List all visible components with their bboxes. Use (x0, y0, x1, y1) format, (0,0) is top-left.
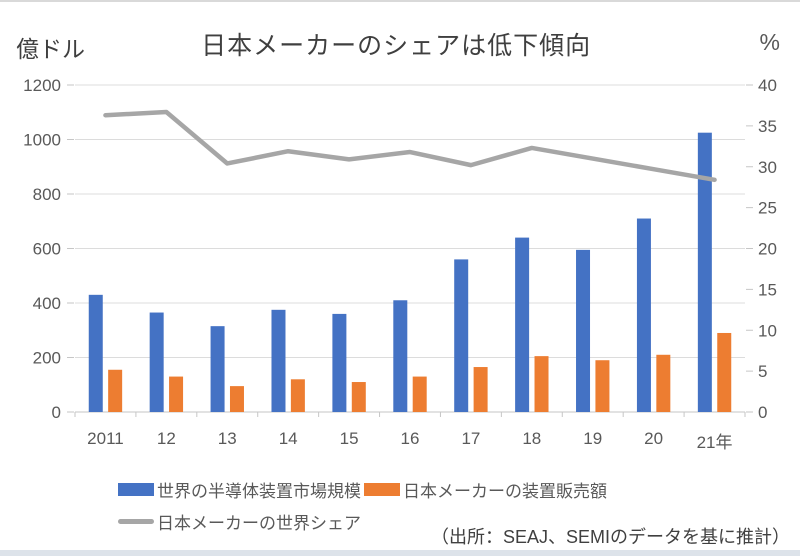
legend-swatch-world-market (118, 483, 154, 496)
source-note: （出所：SEAJ、SEMIのデータを基に推計） (430, 527, 790, 547)
x-axis-tick-label: 16 (401, 429, 420, 448)
x-axis-tick-label: 20 (644, 429, 663, 448)
right-axis-unit-label: % (759, 29, 780, 55)
bar-japan-sales (108, 369, 123, 412)
right-axis-tick-label: 35 (758, 117, 777, 136)
right-axis-tick-label: 0 (758, 403, 767, 422)
left-axis-tick-label: 1200 (23, 76, 61, 95)
window-top-border (0, 0, 800, 2)
bar-japan-sales (595, 360, 610, 412)
right-axis-tick-label: 10 (758, 321, 777, 340)
bar-japan-sales (351, 382, 366, 412)
bar-world-market (149, 312, 164, 412)
left-axis-tick-label: 200 (33, 349, 61, 368)
left-axis-tick-label: 800 (33, 185, 61, 204)
left-axis-unit-label: 億ドル (16, 36, 85, 62)
right-axis-tick-label: 25 (758, 199, 777, 218)
bar-world-market (271, 309, 286, 412)
left-axis-tick-label: 400 (33, 294, 61, 313)
legend-row-line: 日本メーカーの世界シェア (118, 509, 364, 534)
x-axis-tick-label: 14 (279, 429, 298, 448)
bar-japan-sales (656, 354, 671, 412)
chart-title: 日本メーカーのシェアは低下傾向 (201, 32, 592, 60)
bar-japan-sales (229, 386, 244, 412)
bar-world-market (576, 249, 591, 412)
x-axis-tick-label: 13 (218, 429, 237, 448)
x-axis-tick-label: 18 (522, 429, 541, 448)
bar-world-market (515, 237, 530, 412)
right-axis-tick-label: 5 (758, 362, 767, 381)
window-bottom-border (0, 550, 800, 556)
bar-world-market (636, 218, 651, 412)
legend-label-world-market: 世界の半導体装置市場規模 (157, 482, 361, 501)
legend-swatch-japan-share (118, 519, 154, 524)
legend-swatch-japan-sales (364, 483, 400, 496)
left-axis-tick-label: 1000 (23, 131, 61, 150)
japan-share-line (103, 109, 717, 183)
right-axis-tick-label: 30 (758, 158, 777, 177)
bar-japan-sales (290, 379, 305, 412)
right-axis-tick-label: 15 (758, 280, 777, 299)
bar-japan-sales (473, 367, 488, 412)
legend-label-japan-share: 日本メーカーの世界シェア (157, 514, 361, 533)
bar-world-market (697, 132, 712, 412)
bar-world-market (393, 300, 408, 412)
legend-label-japan-sales: 日本メーカーの装置販売額 (403, 482, 607, 501)
bar-world-market (88, 294, 103, 412)
x-axis-tick-label: 12 (157, 429, 176, 448)
bar-japan-sales (169, 376, 184, 412)
x-axis-tick-label: 15 (340, 429, 359, 448)
left-axis-tick-label: 600 (33, 240, 61, 259)
legend-row-bars: 世界の半導体装置市場規模 日本メーカーの装置販売額 (118, 477, 610, 502)
x-axis-tick-label: 19 (583, 429, 602, 448)
x-axis-tick-label: 21年 (697, 433, 733, 452)
x-axis-tick-label: 2011 (87, 429, 124, 448)
bar-world-market (210, 326, 225, 412)
bar-japan-sales (412, 376, 427, 412)
right-axis-tick-label: 20 (758, 240, 777, 259)
bar-japan-sales (534, 356, 549, 412)
bar-world-market (454, 259, 469, 412)
right-axis-tick-label: 40 (758, 76, 777, 95)
x-axis-tick-label: 17 (461, 429, 480, 448)
left-axis-tick-label: 0 (52, 403, 61, 422)
bar-world-market (332, 313, 347, 412)
bar-japan-sales (717, 332, 732, 412)
